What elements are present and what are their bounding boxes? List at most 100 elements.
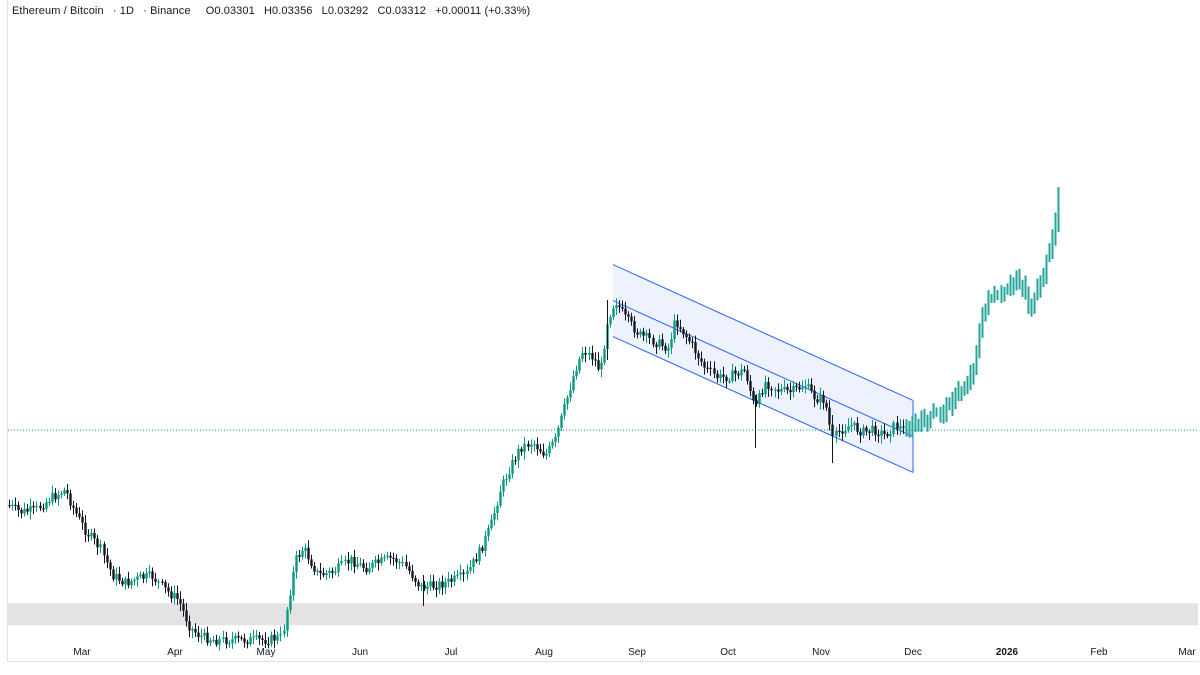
candle-body — [316, 570, 319, 572]
candle-body — [417, 581, 420, 587]
candle-body — [819, 395, 822, 403]
candle-body — [63, 490, 66, 494]
candle-body — [142, 574, 145, 579]
candle-body — [426, 586, 429, 589]
candle-body — [176, 592, 179, 600]
candle-body — [218, 638, 221, 645]
candle-body — [743, 369, 746, 371]
candle-body — [115, 573, 118, 580]
candle-body — [273, 634, 276, 641]
candle-body — [139, 574, 142, 577]
x-tick-label: Mar — [73, 647, 91, 658]
candle-body — [624, 308, 627, 315]
candle-body — [563, 404, 566, 416]
candle-body — [850, 425, 853, 427]
candle-body — [612, 308, 615, 318]
candle-body — [307, 547, 310, 560]
candle-body — [258, 635, 261, 639]
candle-body — [127, 578, 130, 586]
candle-body — [286, 609, 289, 631]
candle-body — [530, 444, 533, 447]
candle-body — [243, 638, 246, 643]
candle-body — [289, 595, 292, 610]
candle-body — [484, 536, 487, 551]
candle-body — [170, 591, 173, 599]
candle-body — [542, 451, 545, 456]
candle-body — [456, 574, 459, 576]
candle-body — [432, 581, 435, 588]
candle-body — [761, 393, 764, 395]
candle-body — [859, 431, 862, 436]
candle-body — [828, 407, 831, 425]
legend-open: O0.03301 — [205, 5, 255, 17]
candle-body — [395, 558, 398, 563]
candle-body — [209, 640, 212, 643]
candle-body — [197, 632, 200, 637]
candle-body — [554, 436, 557, 443]
candle-body — [746, 370, 749, 382]
candle-body — [572, 376, 575, 391]
candle-body — [560, 415, 563, 428]
candle-body — [670, 339, 673, 349]
candle-body — [709, 367, 712, 370]
candle-body — [551, 442, 554, 446]
candle-body — [801, 387, 804, 390]
candle-body — [591, 352, 594, 360]
candle-body — [438, 581, 441, 590]
candle-body — [93, 532, 96, 539]
candle-body — [48, 501, 51, 504]
candle-body — [636, 332, 639, 335]
candle-body — [231, 639, 234, 644]
candle-body — [841, 431, 844, 434]
candle-body — [661, 339, 664, 346]
candle-body — [575, 370, 578, 377]
candle-body — [26, 508, 29, 512]
candle-body — [804, 386, 807, 388]
candle-body — [706, 367, 709, 369]
candle-body — [871, 425, 874, 433]
candle-body — [191, 629, 194, 631]
candle-body — [240, 637, 243, 639]
candle-body — [813, 390, 816, 400]
candle-body — [642, 331, 645, 336]
legend-close: C0.03312 — [377, 5, 427, 17]
candle-body — [862, 427, 865, 436]
candle-body — [737, 373, 740, 376]
x-tick-label: Oct — [720, 647, 736, 658]
candle-body — [133, 579, 136, 582]
candle-body — [194, 629, 197, 633]
candle-body — [81, 516, 84, 523]
price-range-band — [8, 603, 1198, 626]
legend-low: L0.03292 — [321, 5, 369, 17]
candle-body — [899, 426, 902, 429]
candle-body — [664, 345, 667, 351]
candle-body — [246, 642, 249, 645]
candle-body — [401, 561, 404, 564]
candle-body — [392, 557, 395, 559]
candle-body — [780, 388, 783, 392]
symbol-legend: Ethereum / Bitcoin · 1D · Binance O0.033… — [12, 5, 536, 17]
candle-body — [798, 386, 801, 390]
candle-body — [597, 360, 600, 370]
candle-body — [835, 430, 838, 436]
candle-body — [645, 333, 648, 336]
candle-body — [825, 402, 828, 408]
chart-pane[interactable] — [7, 0, 1199, 662]
candle-body — [466, 570, 469, 575]
candle-body — [877, 434, 880, 437]
candle-body — [844, 430, 847, 434]
legend-symbol[interactable]: Ethereum / Bitcoin · 1D · Binance — [12, 5, 191, 17]
candle-body — [853, 422, 856, 426]
candle-body — [719, 374, 722, 379]
candle-body — [453, 575, 456, 582]
candle-body — [725, 376, 728, 382]
candle-body — [75, 507, 78, 514]
candle-body — [35, 505, 38, 507]
candle-body — [838, 430, 841, 432]
candle-body — [685, 334, 688, 338]
candle-body — [703, 361, 706, 368]
candle-body — [405, 561, 408, 567]
candle-body — [731, 370, 734, 381]
candle-body — [20, 510, 23, 514]
